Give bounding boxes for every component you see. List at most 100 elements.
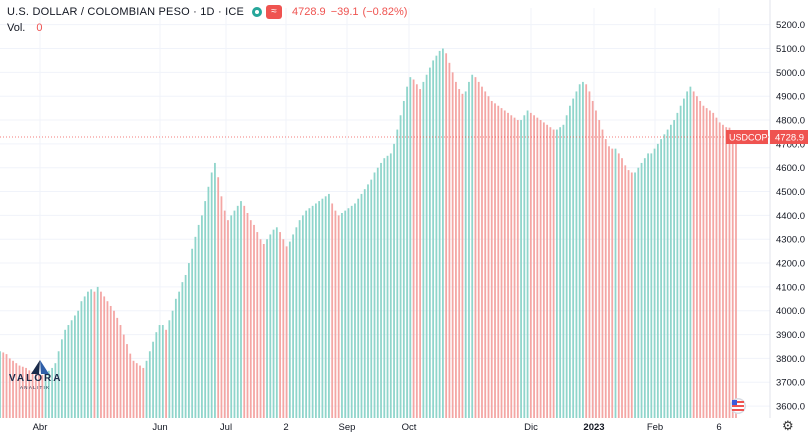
price-bar [396, 129, 399, 418]
price-bar [529, 112, 532, 418]
y-tick-label: 3800.0 [776, 354, 805, 365]
price-bar [617, 153, 620, 418]
price-bar [683, 98, 685, 418]
y-tick-label: 3900.0 [776, 330, 805, 341]
y-tick-label: 5200.0 [776, 20, 805, 31]
price-bar [552, 129, 555, 418]
price-bar [582, 81, 584, 419]
gear-icon[interactable]: ⚙ [782, 418, 794, 433]
x-tick-label: Jun [152, 422, 167, 433]
price-bar [689, 86, 692, 418]
price-bar [337, 215, 340, 418]
logo-sub: ANALITIK [20, 385, 51, 390]
price-bar [295, 227, 298, 418]
price-bar [47, 370, 50, 418]
price-bar [380, 162, 382, 418]
price-bar [279, 232, 281, 418]
price-bar [555, 129, 558, 418]
price-bar [34, 372, 37, 418]
price-bar [490, 100, 493, 418]
price-bar [272, 229, 275, 418]
price-bar [725, 127, 728, 418]
price-bar [624, 165, 627, 418]
price-tag-value: 4728.9 [775, 133, 804, 144]
us-flag-icon[interactable] [730, 398, 746, 414]
x-tick-label: Sep [339, 422, 356, 433]
price-bar [70, 320, 73, 418]
price-tag: USDCOP 4728.9 [726, 130, 808, 144]
price-bar [113, 310, 115, 418]
y-axis[interactable]: 3600.0 3700.0 3800.0 3900.0 4000.0 4100.0 4200… [769, 0, 805, 418]
price-bar [559, 127, 562, 418]
price-bar [458, 89, 461, 419]
price-bar [328, 193, 330, 418]
price-bar [227, 220, 229, 418]
price-bar [217, 177, 220, 418]
price-bar [103, 296, 106, 418]
price-bar [523, 115, 526, 419]
price-bar [673, 120, 676, 418]
price-bar [80, 301, 83, 418]
price-bar [598, 120, 601, 418]
price-bar [663, 134, 666, 418]
price-bar [542, 122, 545, 419]
price-bar [533, 115, 535, 419]
price-bar [588, 91, 591, 419]
price-bar [536, 117, 539, 419]
price-bar [308, 208, 311, 418]
price-bar [731, 131, 734, 418]
y-tick-label: 4700.0 [776, 139, 805, 150]
green-circle-icon[interactable] [252, 7, 263, 17]
price-bar [288, 241, 291, 418]
tilde-icon[interactable]: ≈ [266, 5, 283, 19]
price-bar [165, 329, 167, 418]
price-bar [305, 210, 308, 418]
price-bar [474, 77, 477, 418]
price-bar [262, 243, 265, 418]
price-bar [692, 91, 695, 419]
y-tick-label: 4200.0 [776, 259, 805, 270]
price-bar [132, 360, 135, 418]
price-bar [546, 124, 549, 419]
price-bar [334, 210, 337, 418]
price-bar [54, 363, 57, 418]
price-bar [676, 112, 679, 418]
price-bar [51, 367, 53, 418]
symbol-title[interactable]: U.S. DOLLAR / COLOMBIAN PESO · 1D · ICE [7, 6, 245, 18]
price-bar [393, 143, 395, 418]
price-bar [181, 282, 184, 418]
price-bar [31, 371, 34, 418]
y-tick-label: 5000.0 [776, 68, 805, 79]
price-bar [595, 110, 597, 418]
price-bar [266, 239, 268, 418]
price-bar [735, 136, 737, 419]
price-bar [666, 129, 669, 418]
price-bar [223, 210, 226, 418]
price-bar [647, 153, 649, 418]
chart-header: U.S. DOLLAR / COLOMBIAN PESO · 1D · ICE … [7, 5, 407, 19]
price-bar [18, 365, 21, 418]
price-bar [712, 112, 715, 418]
price-bar [660, 139, 662, 418]
price-bar [549, 127, 552, 418]
price-bar [152, 341, 154, 418]
chart-grid [0, 8, 770, 418]
price-bar [696, 96, 698, 418]
x-axis[interactable]: Abr Jun Jul 2 Sep Oct Dic 2023 Feb 6 [33, 422, 722, 433]
price-bar [246, 213, 249, 418]
price-bar [67, 325, 70, 418]
price-bar [562, 124, 565, 419]
price-tag-symbol: USDCOP [729, 133, 768, 143]
price-bar [347, 208, 350, 418]
price-bar [621, 158, 623, 419]
price-bar [8, 358, 11, 418]
price-bar [481, 86, 483, 418]
price-bar [640, 162, 643, 418]
price-bar [96, 286, 99, 418]
price-bar [601, 129, 604, 418]
price-tag-symbol-bg [726, 130, 768, 144]
volume-value: 0 [36, 22, 43, 34]
price-bar [207, 186, 210, 418]
price-bar [477, 81, 480, 419]
